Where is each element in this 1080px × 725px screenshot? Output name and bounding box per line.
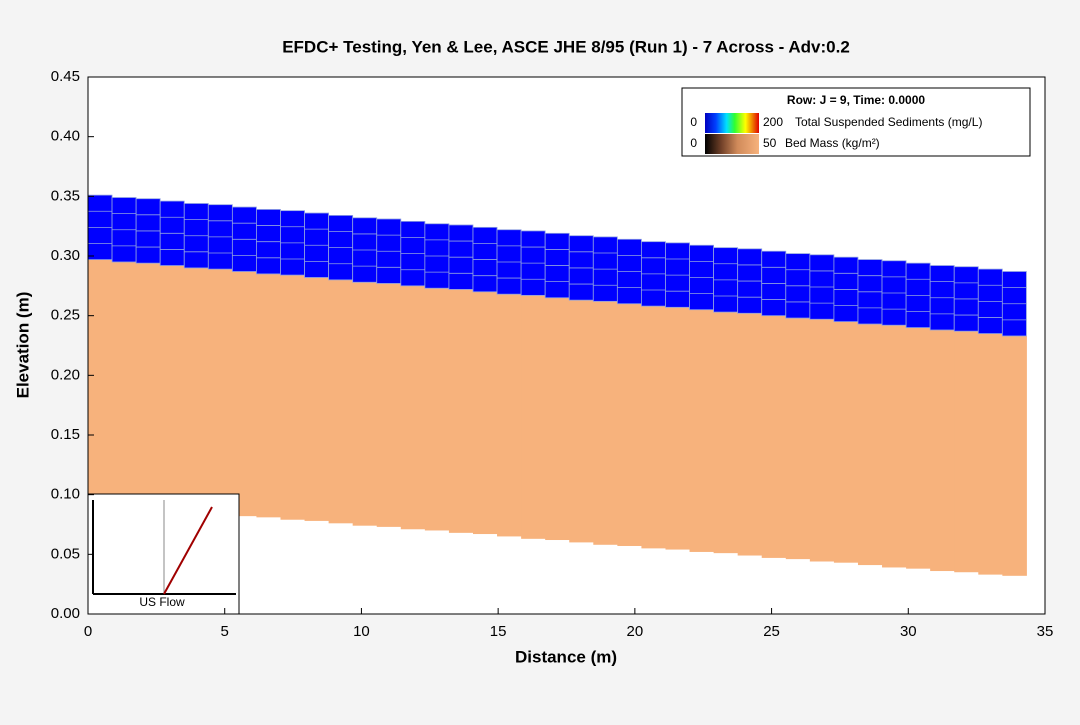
bed-cell [569,300,594,543]
x-tick-label: 15 [490,623,507,640]
y-tick-label: 0.05 [51,545,80,562]
bed-cell [617,303,642,546]
bed-cell [352,282,378,526]
bed-cell [88,259,113,505]
plot-frame [87,76,1046,615]
bed-cell [665,307,691,550]
y-tick-label: 0.35 [51,187,80,204]
x-axis-label: Distance (m) [515,647,617,666]
legend-max: 50 [763,136,777,150]
colorbar [705,113,759,133]
legend: Row: J = 9, Time: 0.0000 0 200 Total Sus… [681,87,1031,157]
y-tick-label: 0.00 [51,605,80,622]
y-tick-label: 0.40 [51,128,80,145]
y-tick-label: 0.20 [51,366,80,383]
y-tick-label: 0.10 [51,486,80,503]
x-tick-label: 0 [84,623,92,640]
y-tick-label: 0.25 [51,307,80,324]
bed-cell [232,271,257,517]
bed-cell [304,277,330,521]
bed-cell [280,275,306,520]
x-tick-label: 20 [627,623,644,640]
legend-min: 0 [690,136,697,150]
x-tick-label: 5 [221,623,229,640]
bed-cell [400,285,426,530]
bed-cell [136,263,161,508]
bed-cell [472,291,498,535]
y-axis-label: Elevation (m) [13,292,32,399]
y-tick-label: 0.30 [51,247,80,264]
x-tick-label: 30 [900,623,917,640]
bed-cell [737,313,763,556]
inset-line [163,506,213,595]
bed-cell [328,279,354,524]
bed-cell [641,306,666,549]
bed-cell [112,261,137,507]
bed-cell [809,319,835,562]
legend-title: Row: J = 9, Time: 0.0000 [787,93,926,107]
bed-cell [833,321,859,563]
bed-cell [857,324,883,566]
bed-cell [689,309,715,552]
bed-cell [978,333,1003,575]
bed-cell [545,297,570,541]
chart-title: EFDC+ Testing, Yen & Lee, ASCE JHE 8/95 … [282,37,850,56]
bed-cell [208,269,233,514]
bed-cell [448,289,474,533]
bed-cell [882,325,907,568]
y-tick-label: 0.45 [51,68,80,85]
bed-cell [713,312,739,554]
bed-cell [376,283,402,527]
inset-label: US Flow [139,595,185,609]
bed-cell [1002,335,1027,576]
bed-cell [521,295,546,539]
legend-label: Total Suspended Sediments (mg/L) [795,115,982,129]
bed-cell [954,331,979,573]
legend-label: Bed Mass (kg/m²) [785,136,880,150]
colorbar [705,134,759,154]
legend-min: 0 [690,115,697,129]
bed-cell [593,301,618,545]
bed-cell [184,267,209,512]
bed-cell [424,288,450,531]
inset: US Flow [87,493,240,615]
bed-cell [761,315,787,558]
bed-cell [160,265,185,511]
x-tick-label: 35 [1037,623,1054,640]
x-tick-label: 25 [763,623,780,640]
x-tick-label: 10 [353,623,370,640]
bed-cell [497,294,522,537]
bed-cell [785,318,811,560]
bed-cell [256,273,281,518]
bed-cell [930,329,955,572]
legend-max: 200 [763,115,783,129]
y-tick-label: 0.15 [51,426,80,443]
bed-cell [906,327,931,569]
